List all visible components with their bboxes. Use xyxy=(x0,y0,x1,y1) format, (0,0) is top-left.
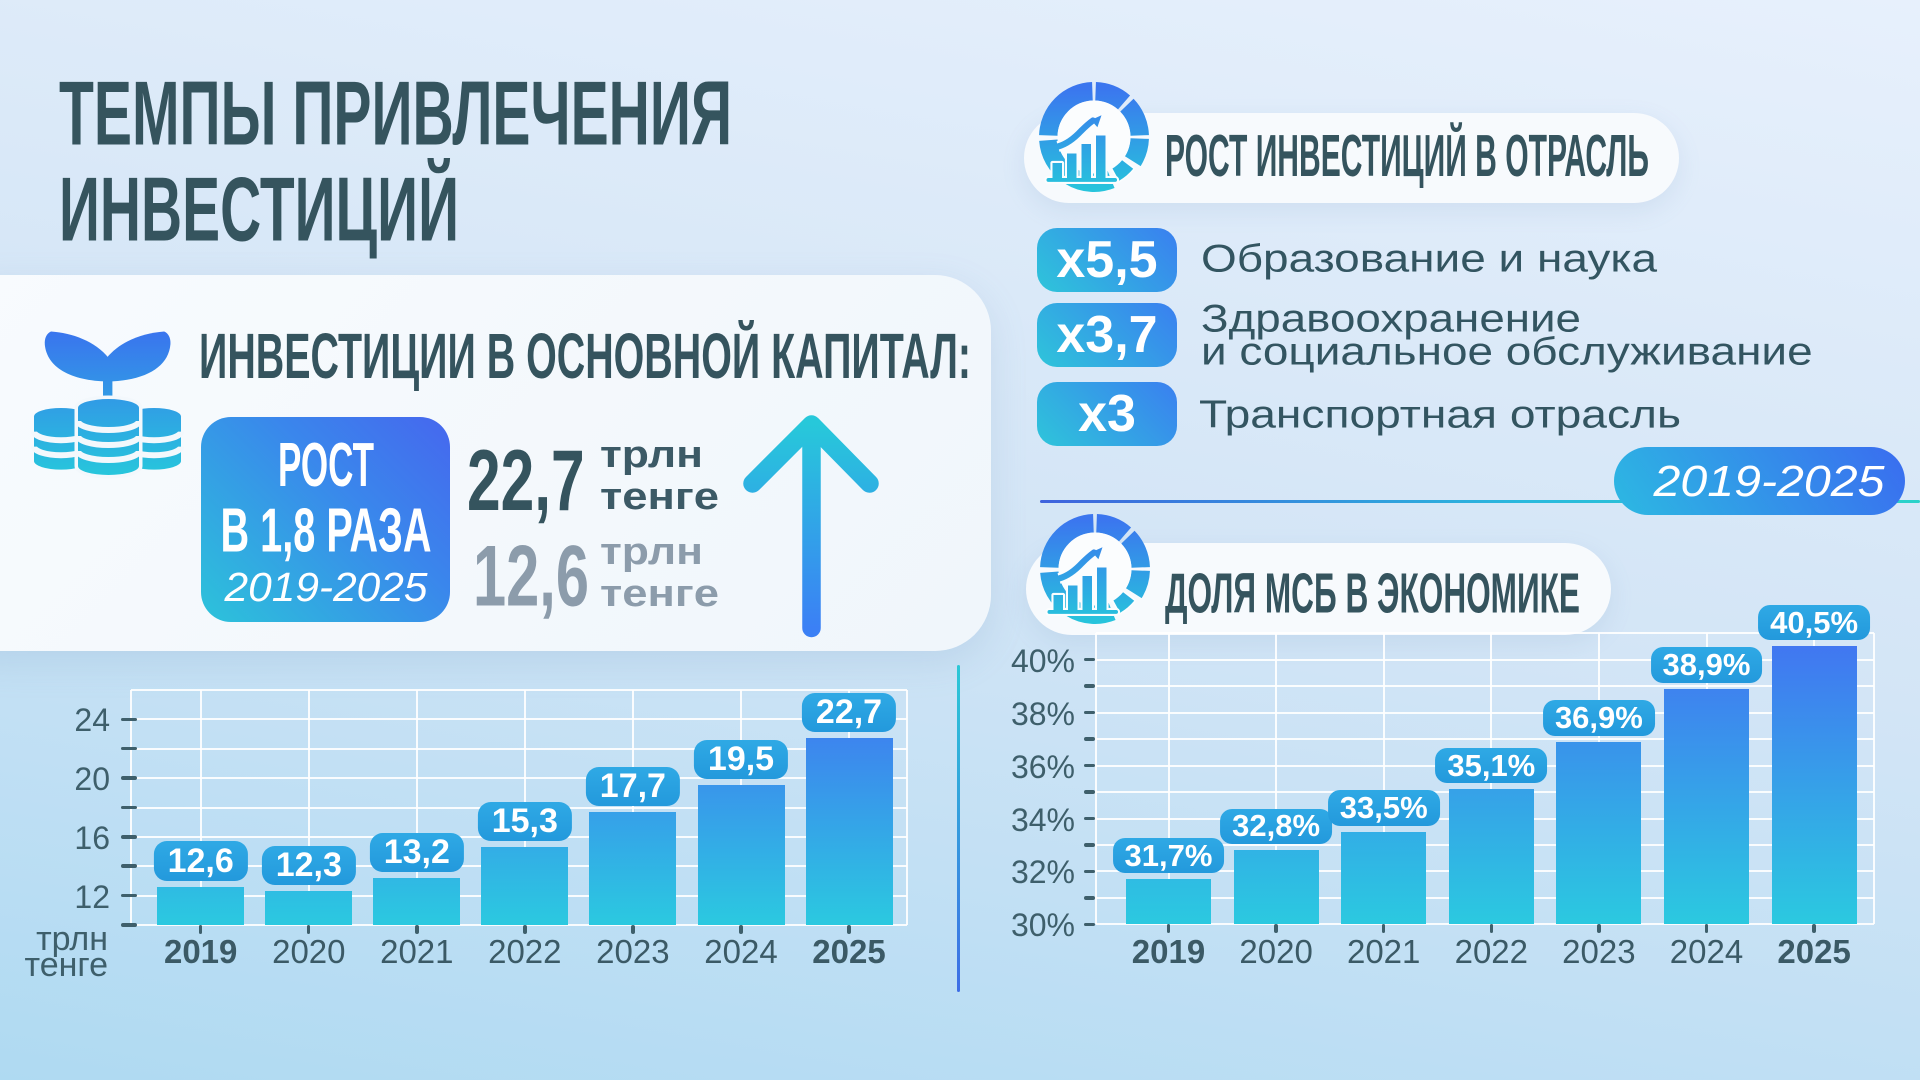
svg-text:тенге: тенге xyxy=(600,476,719,518)
svg-text:РОСТ: РОСТ xyxy=(278,431,374,500)
svg-text:трлн: трлн xyxy=(600,434,703,476)
svg-text:2019-2025: 2019-2025 xyxy=(223,564,427,610)
svg-text:12,6: 12,6 xyxy=(473,529,589,625)
svg-text:Образование и наука: Образование и наука xyxy=(1201,237,1657,280)
svg-text:Транспортная отрасль: Транспортная отрасль xyxy=(1199,394,1681,437)
svg-text:ДОЛЯ МСБ В ЭКОНОМИКЕ: ДОЛЯ МСБ В ЭКОНОМИКЕ xyxy=(1165,562,1580,626)
svg-text:РОСТ ИНВЕСТИЦИЙ В ОТРАСЛЬ: РОСТ ИНВЕСТИЦИЙ В ОТРАСЛЬ xyxy=(1165,122,1649,189)
svg-text:ИНВЕСТИЦИИ В ОСНОВНОЙ КАПИТАЛ:: ИНВЕСТИЦИИ В ОСНОВНОЙ КАПИТАЛ: xyxy=(199,319,971,392)
svg-text:тенге: тенге xyxy=(600,573,719,615)
svg-text:22,7: 22,7 xyxy=(467,433,585,529)
svg-text:В 1,8 РАЗА: В 1,8 РАЗА xyxy=(220,496,431,565)
svg-text:и социальное обслуживание: и социальное обслуживание xyxy=(1201,330,1813,373)
svg-text:ИНВЕСТИЦИЙ: ИНВЕСТИЦИЙ xyxy=(59,158,459,261)
svg-text:2019-2025: 2019-2025 xyxy=(1652,457,1885,506)
svg-text:трлн: трлн xyxy=(600,531,703,573)
svg-text:Здравоохранение: Здравоохранение xyxy=(1201,298,1581,341)
svg-text:ТЕМПЫ ПРИВЛЕЧЕНИЯ: ТЕМПЫ ПРИВЛЕЧЕНИЯ xyxy=(59,63,732,164)
